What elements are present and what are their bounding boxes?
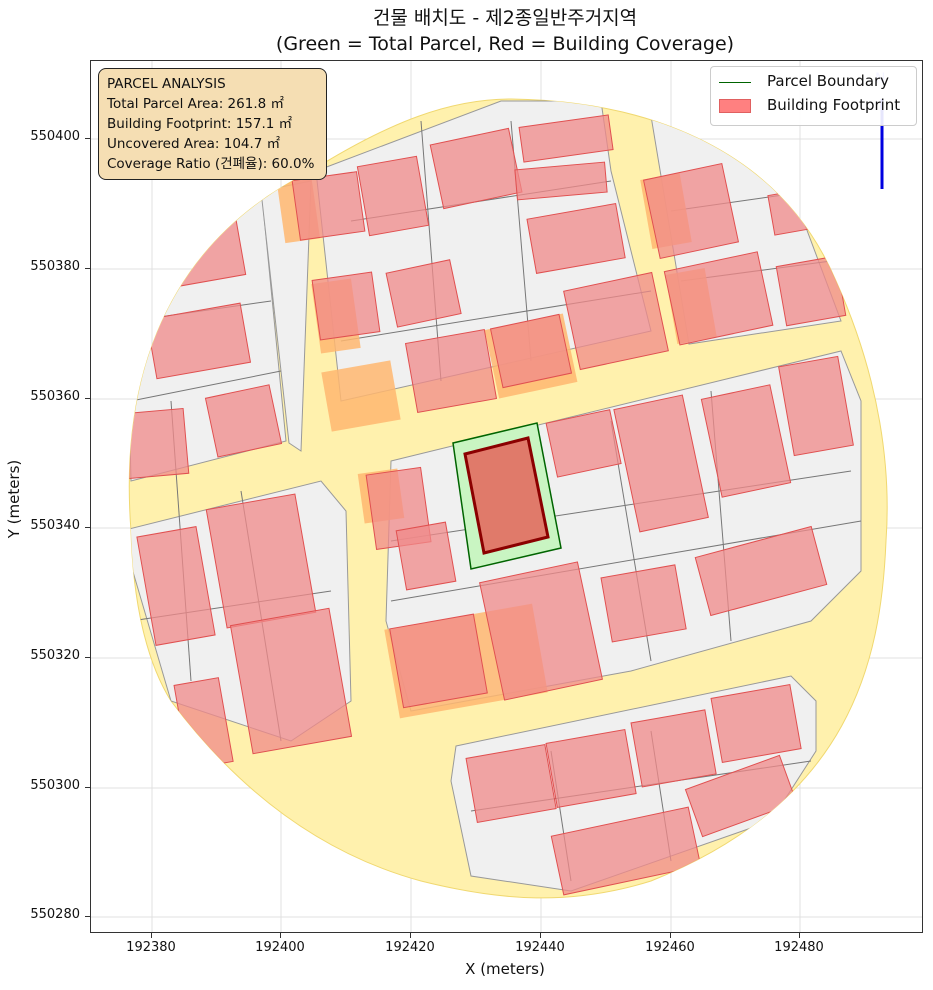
x-tick-label: 192400: [255, 940, 305, 955]
legend-label: Building Footprint: [767, 96, 901, 114]
y-tick-mark: [85, 787, 90, 788]
y-tick-label: 550360: [30, 389, 80, 404]
legend: Parcel Boundary Building Footprint: [710, 66, 917, 126]
y-tick-label: 550300: [30, 778, 80, 793]
x-tick-label: 192380: [126, 940, 176, 955]
x-tick-mark: [670, 933, 671, 938]
info-total-area: Total Parcel Area: 261.8 ㎡: [107, 96, 284, 112]
legend-patch-swatch: [719, 99, 751, 113]
info-uncovered: Uncovered Area: 104.7 ㎡: [107, 136, 281, 152]
x-tick-mark: [410, 933, 411, 938]
map-plot-area: N: [90, 60, 923, 933]
y-tick-mark: [85, 138, 90, 139]
chart-title: 건물 배치도 - 제2종일반주거지역: [372, 7, 638, 29]
map-canvas: N: [91, 61, 922, 932]
y-tick-mark: [85, 916, 90, 917]
legend-line-swatch: [719, 82, 751, 83]
y-tick-label: 550340: [30, 518, 80, 533]
y-axis-label: Y (meters): [5, 459, 23, 539]
chart-subtitle: (Green = Total Parcel, Red = Building Co…: [275, 33, 735, 55]
legend-label: Parcel Boundary: [767, 72, 890, 90]
x-tick-label: 192420: [385, 940, 435, 955]
x-tick-label: 192460: [645, 940, 695, 955]
y-tick-label: 550400: [30, 129, 80, 144]
target-building: [463, 436, 550, 555]
y-tick-mark: [85, 657, 90, 658]
x-tick-label: 192480: [774, 940, 824, 955]
y-tick-mark: [85, 268, 90, 269]
info-coverage: Coverage Ratio (건폐율): 60.0%: [107, 156, 315, 172]
info-heading: PARCEL ANALYSIS: [107, 76, 226, 92]
x-tick-mark: [540, 933, 541, 938]
x-tick-label: 192440: [515, 940, 565, 955]
x-tick-mark: [151, 933, 152, 938]
x-tick-mark: [799, 933, 800, 938]
y-tick-label: 550320: [30, 648, 80, 663]
parcel-analysis-box: PARCEL ANALYSIS Total Parcel Area: 261.8…: [98, 68, 327, 180]
y-tick-mark: [85, 527, 90, 528]
y-tick-mark: [85, 398, 90, 399]
x-axis-label: X (meters): [465, 960, 545, 978]
info-footprint: Building Footprint: 157.1 ㎡: [107, 116, 293, 132]
y-tick-label: 550280: [30, 907, 80, 922]
y-tick-label: 550380: [30, 259, 80, 274]
x-tick-mark: [280, 933, 281, 938]
